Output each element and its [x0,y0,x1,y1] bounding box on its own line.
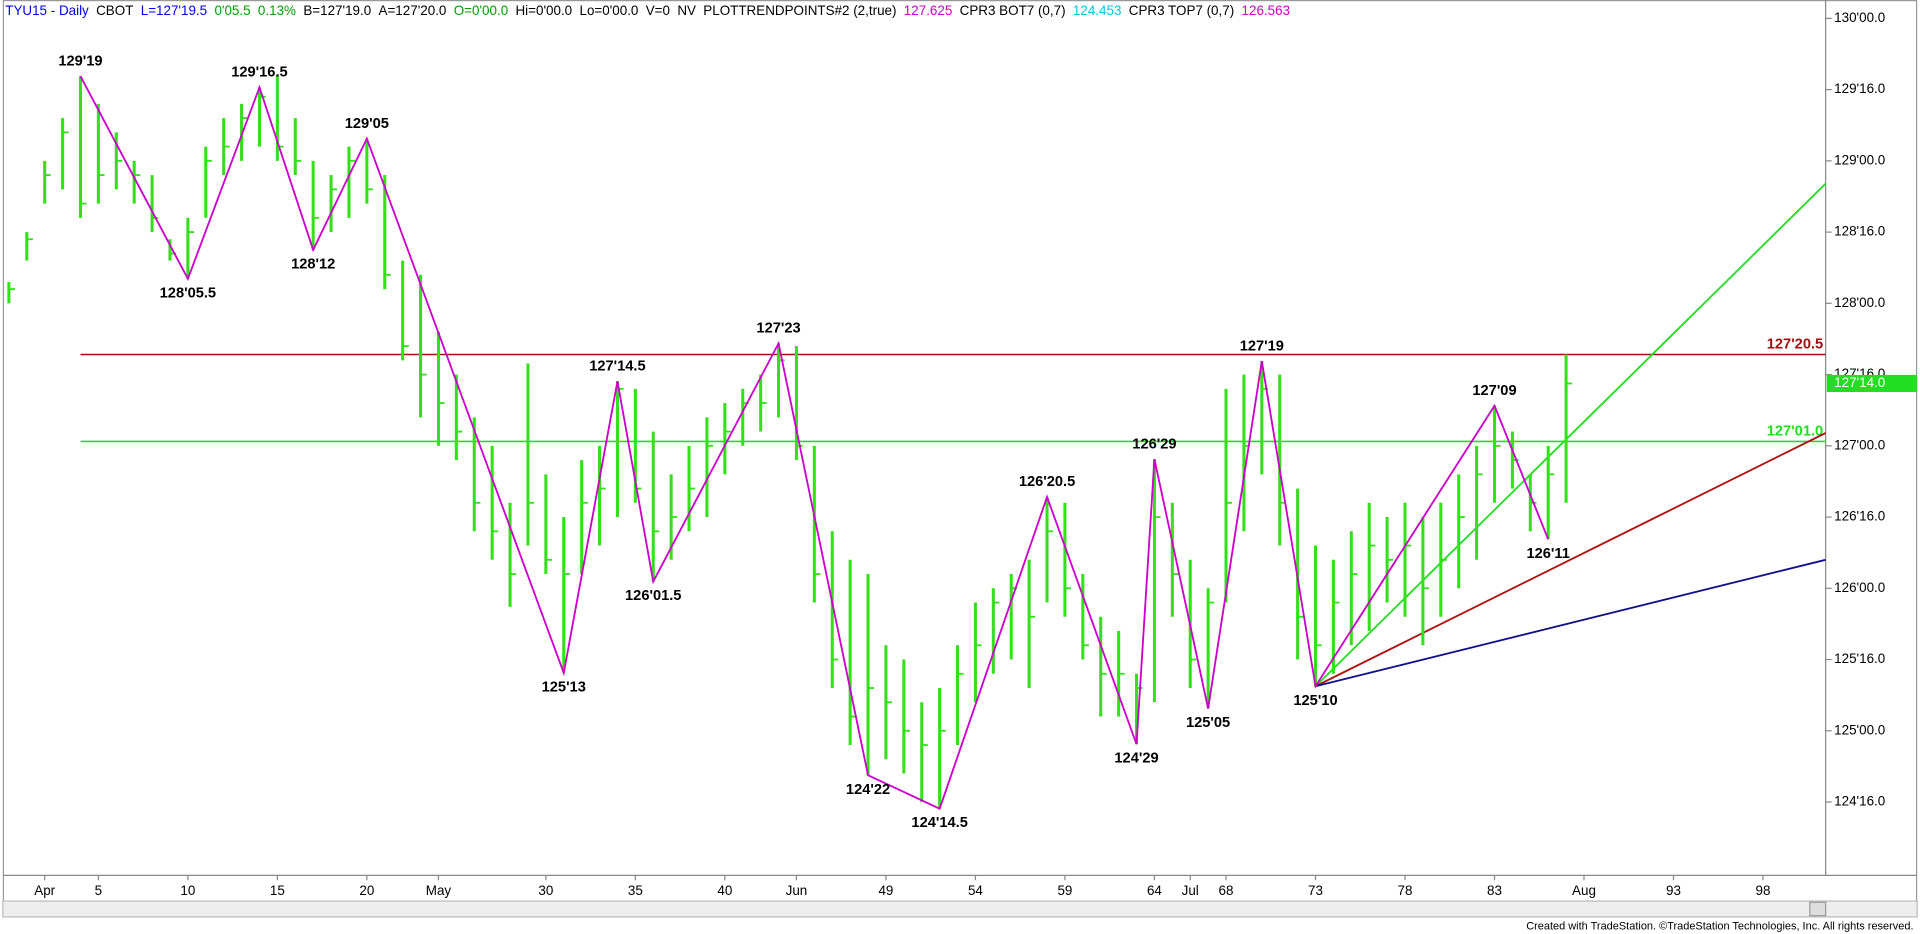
header-item: 0.13% [258,3,296,18]
y-tick-label: 128'16.0 [1834,224,1885,239]
level-label: 127'20.5 [1767,337,1823,353]
x-tick-label: 35 [628,883,643,898]
y-tick-label: 129'16.0 [1834,81,1885,96]
pivot-label: 124'29 [1114,751,1158,767]
pivot-label: 127'09 [1472,383,1516,399]
pivot-label: 125'10 [1293,693,1337,709]
x-tick-label: Aug [1572,883,1596,898]
header-item: 0'05.5 [214,3,250,18]
pivot-label: 127'23 [756,321,800,337]
header-item: CPR3 TOP7 (0,7) [1129,3,1234,18]
pivot-label: 124'22 [846,782,890,798]
x-tick-label: Apr [34,883,55,898]
last-price-box [1826,374,1918,393]
footer: Created with TradeStation. ©TradeStation… [1526,921,1913,933]
header-item: O=0'00.0 [454,3,508,18]
pivot-label: 124'14.5 [911,815,967,831]
x-tick-label: 78 [1398,883,1413,898]
y-tick-label: 128'00.0 [1834,295,1885,310]
x-tick-label: 73 [1308,883,1323,898]
x-tick-label: 20 [359,883,374,898]
scroll-thumb[interactable] [1809,901,1827,917]
pivot-label: 129'16.5 [231,65,287,81]
x-tick-label: Jul [1182,883,1199,898]
y-tick-label: 124'16.0 [1834,794,1885,809]
pivot-label: 127'14.5 [589,359,645,375]
header-item: L=127'19.5 [141,3,207,18]
header-item: CPR3 BOT7 (0,7) [960,3,1066,18]
header: TYU15 - Daily CBOT L=127'19.5 0'05.5 0.13% B=… [5,3,1290,18]
pivot-label: 126'11 [1527,546,1570,562]
trendline [1315,558,1826,688]
y-tick-label: 130'00.0 [1834,10,1885,25]
scrollbar[interactable] [2,900,1918,918]
pivot-label: 127'19 [1240,338,1284,354]
y-tick-label: 127'00.0 [1834,437,1885,452]
y-tick-label: 129'00.0 [1834,152,1885,167]
header-item: NV [677,3,696,18]
frame [2,0,1918,905]
x-tick-label: 93 [1666,883,1681,898]
x-tick-label: 15 [270,883,285,898]
header-item: A=127'20.0 [379,3,447,18]
y-tick-label: 126'00.0 [1834,580,1885,595]
level-label: 127'01.0 [1767,424,1823,440]
header-item: 126.563 [1242,3,1291,18]
x-tick-label: 10 [180,883,195,898]
pivot-label: 129'19 [58,53,102,69]
x-tick-label: 49 [878,883,893,898]
x-tick-label: 54 [968,883,983,898]
pivot-label: 126'01.5 [625,588,681,604]
header-item: V=0 [646,3,670,18]
x-tick-label: 59 [1057,883,1072,898]
header-item: 127.625 [904,3,953,18]
x-tick-label: 64 [1147,883,1162,898]
trendline [1315,432,1827,688]
x-tick-label: 5 [95,883,102,898]
y-tick-label: 126'16.0 [1834,509,1885,524]
x-tick-label: 83 [1487,883,1502,898]
x-tick-label: 40 [717,883,732,898]
pivot-label: 128'12 [291,256,335,272]
y-tick-label: 125'00.0 [1834,722,1885,737]
header-item: CBOT [96,3,133,18]
pivot-label: 125'13 [542,679,586,695]
header-item: 124.453 [1073,3,1122,18]
pivot-label: 126'20.5 [1019,474,1075,490]
x-tick-label: 68 [1219,883,1234,898]
header-item: Lo=0'00.0 [579,3,638,18]
y-tick-label: 125'16.0 [1834,651,1885,666]
header-item: B=127'19.0 [303,3,371,18]
trendline [1314,183,1827,687]
x-tick-label: 98 [1756,883,1771,898]
last-price-label: 127'14.0 [1834,375,1885,390]
pivot-label: 125'05 [1186,715,1230,731]
pivot-label: 128'05.5 [160,285,216,301]
header-item: Hi=0'00.0 [515,3,572,18]
header-item: TYU15 - Daily [5,3,89,18]
x-tick-label: 30 [538,883,553,898]
x-tick-label: Jun [786,883,808,898]
pivot-label: 126'29 [1132,436,1176,452]
x-tick-label: May [426,883,452,898]
pivot-label: 129'05 [345,116,389,132]
header-item: PLOTTRENDPOINTS#2 (2,true) [703,3,896,18]
zigzag [79,75,1550,810]
